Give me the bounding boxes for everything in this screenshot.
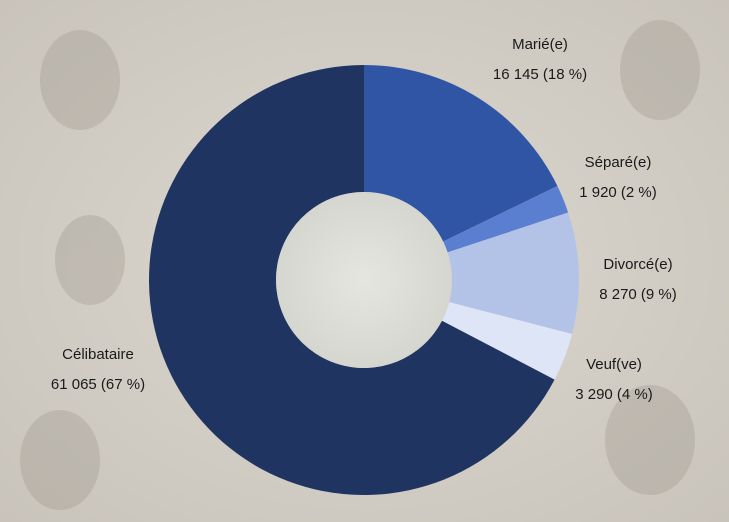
background-figures	[20, 20, 700, 510]
value-label: 1 920 (2 %)	[579, 184, 657, 201]
slice-label: Séparé(e)	[585, 154, 652, 171]
slice-label: Divorcé(e)	[603, 256, 672, 273]
donut-slice	[149, 65, 555, 495]
donut-slice	[447, 212, 579, 334]
slice-label: Célibataire	[62, 346, 134, 363]
value-label: 8 270 (9 %)	[599, 286, 677, 303]
value-label: 3 290 (4 %)	[575, 386, 653, 403]
donut-slice	[441, 302, 573, 380]
value-label: 16 145 (18 %)	[493, 66, 587, 83]
donut-slice	[443, 186, 569, 253]
slice-label: Marié(e)	[512, 36, 568, 53]
slice-label: Veuf(ve)	[586, 356, 642, 373]
donut-hole	[276, 192, 452, 368]
value-label: 61 065 (67 %)	[51, 376, 145, 393]
donut-slice	[364, 65, 558, 242]
